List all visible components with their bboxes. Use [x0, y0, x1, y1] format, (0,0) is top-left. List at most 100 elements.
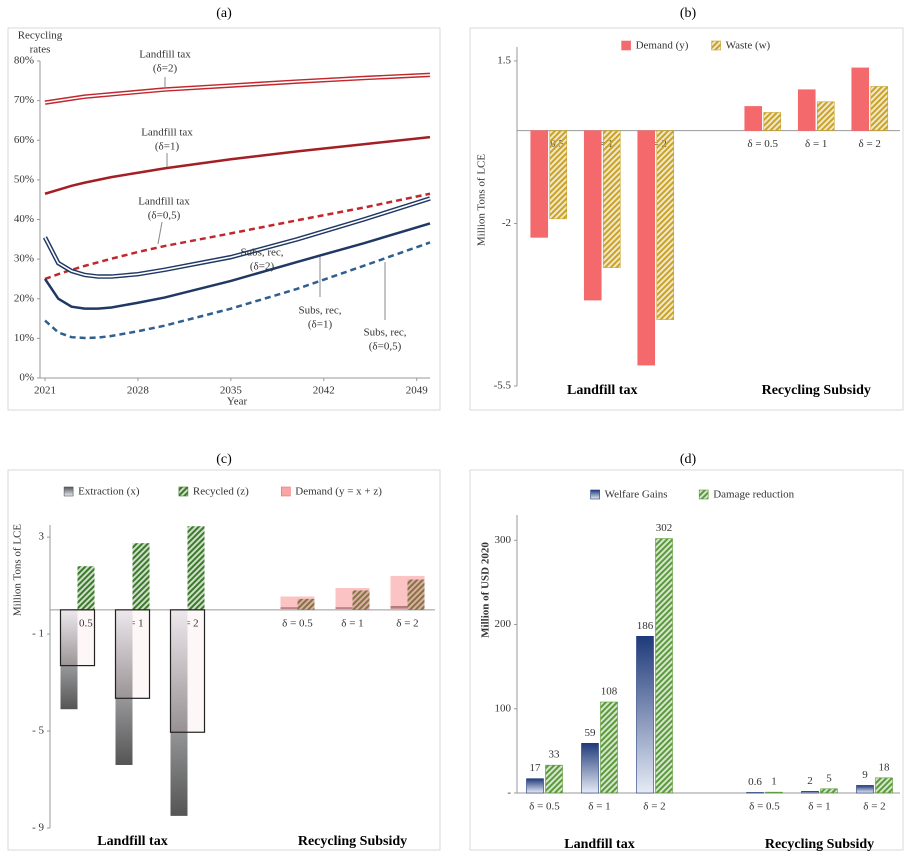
- panel-frame: [7, 27, 441, 411]
- bar: [746, 792, 764, 794]
- bar: [870, 86, 889, 131]
- legend-label: Damage reduction: [713, 489, 794, 501]
- bar: [77, 566, 95, 610]
- y-axis-label: Million Tons of LCE: [12, 524, 24, 617]
- bar: [545, 764, 563, 794]
- bar: [59, 609, 96, 667]
- bar: [335, 588, 370, 610]
- x-tick-label: δ = 1: [341, 617, 363, 629]
- y-tick-label: 40%: [14, 213, 34, 225]
- legend-swatch: [711, 40, 721, 51]
- x-tick-label: 2028: [127, 385, 150, 397]
- bar: [526, 778, 544, 794]
- bar: [656, 130, 675, 320]
- series-line: [44, 241, 431, 340]
- group-label: Landfill tax: [564, 837, 634, 852]
- bar: [816, 101, 835, 131]
- y-tick-label: -: [507, 787, 511, 799]
- x-tick-label: δ = 0.5: [282, 617, 313, 629]
- x-tick-label: δ = 2: [863, 801, 885, 813]
- legend-label: Extraction (x): [78, 486, 140, 498]
- data-label: 9: [862, 769, 868, 781]
- annotation: Subs, rec,: [298, 305, 341, 317]
- annotation: (δ=0,5): [369, 341, 402, 353]
- y-tick-label: 10%: [14, 332, 34, 344]
- bar: [60, 609, 78, 710]
- legend-label: Demand (y = x + z): [295, 486, 382, 498]
- x-tick-label: δ = 1: [805, 138, 827, 150]
- y-tick-label: 300: [495, 534, 512, 546]
- bar: [549, 130, 568, 220]
- series-line: [43, 196, 431, 279]
- legend-swatch: [590, 489, 600, 500]
- legend-swatch: [178, 486, 189, 497]
- data-label: 17: [530, 762, 542, 774]
- data-label: 18: [879, 761, 891, 773]
- bar: [114, 609, 151, 699]
- data-label: 59: [585, 727, 597, 739]
- bar: [602, 130, 621, 268]
- data-label: 0.6: [748, 776, 762, 788]
- panel-title: (a): [216, 6, 232, 21]
- group-label: Landfill tax: [567, 383, 637, 398]
- data-label: 302: [656, 522, 673, 534]
- bar: [169, 609, 206, 733]
- y-tick-label: 60%: [14, 134, 34, 146]
- series-line: [43, 222, 431, 310]
- bar: [820, 788, 838, 794]
- annotation: Landfill tax: [138, 196, 190, 208]
- bar: [390, 575, 425, 610]
- bar: [390, 606, 408, 610]
- y-tick-label: 20%: [14, 292, 34, 304]
- panel-frame: [7, 469, 441, 851]
- x-tick-label: 2035: [220, 385, 243, 397]
- y-tick-label: 200: [495, 618, 512, 630]
- bar: [581, 742, 599, 794]
- bar: [765, 791, 783, 794]
- annotation-leader: [157, 221, 163, 245]
- bar: [655, 538, 673, 794]
- y-tick-label: 100: [495, 702, 512, 714]
- data-label: 108: [601, 686, 618, 698]
- y-tick-label: 80%: [14, 55, 34, 67]
- y-axis-label: Million of USD 2020: [480, 542, 492, 638]
- series-line-inner: [44, 197, 431, 278]
- x-tick-label: 2042: [313, 385, 335, 397]
- bar: [801, 791, 819, 794]
- x-axis-label: Year: [227, 396, 248, 408]
- y-tick-label: - 5: [32, 725, 44, 737]
- data-label: 2: [807, 775, 813, 787]
- series-line: [44, 135, 431, 195]
- legend-swatch: [63, 486, 74, 497]
- annotation: (δ=2): [153, 63, 178, 75]
- panel-title: (b): [680, 6, 697, 21]
- group-label: Recycling Subsidy: [762, 383, 871, 398]
- x-tick-label: δ = 2: [396, 617, 418, 629]
- bar: [851, 67, 870, 131]
- y-tick-label: -5.5: [494, 380, 512, 392]
- y-tick-label: 50%: [14, 173, 34, 185]
- bar: [407, 579, 425, 610]
- group-label: Landfill tax: [97, 834, 167, 849]
- panel-frame: [469, 27, 904, 411]
- annotation: (δ=1): [155, 141, 180, 153]
- x-tick-label: δ = 2: [643, 801, 665, 813]
- x-tick-label: δ = 1: [808, 801, 830, 813]
- group-label: Recycling Subsidy: [298, 834, 407, 849]
- bar: [763, 112, 782, 131]
- bar: [170, 609, 188, 816]
- legend-swatch: [280, 486, 291, 497]
- y-tick-label: 1.5: [497, 54, 511, 66]
- y-tick-label: 30%: [14, 253, 34, 265]
- series-line: [44, 72, 431, 105]
- bar: [187, 526, 205, 610]
- group-label: Recycling Subsidy: [765, 837, 874, 852]
- x-tick-label: δ = 0.5: [529, 801, 560, 813]
- x-tick-label: 2049: [406, 385, 429, 397]
- bar: [600, 701, 618, 794]
- bar: [297, 598, 315, 610]
- x-tick-label: 2021: [34, 385, 56, 397]
- legend-swatch: [621, 40, 631, 51]
- annotation: (δ=1): [308, 319, 333, 331]
- bar: [335, 607, 353, 610]
